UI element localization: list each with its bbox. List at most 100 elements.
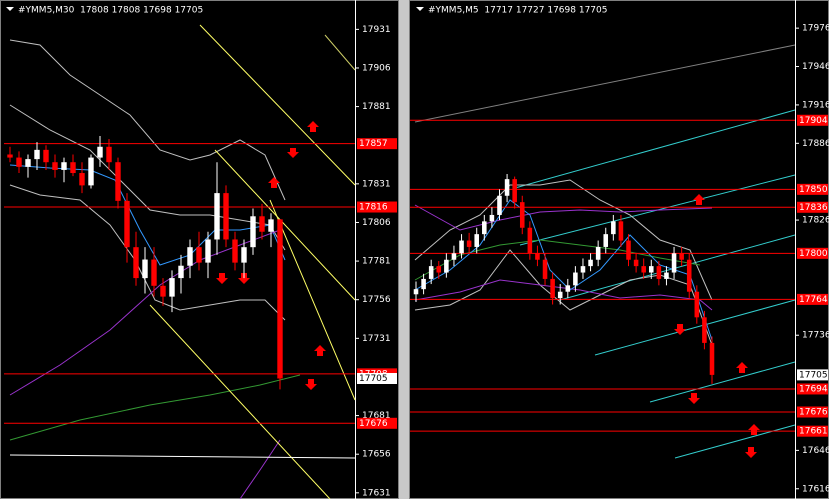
candle-body bbox=[542, 259, 548, 279]
channel-line bbox=[199, 24, 356, 186]
candle-body bbox=[702, 317, 707, 343]
candle-body bbox=[633, 259, 639, 267]
candle-body bbox=[421, 278, 426, 290]
level-label-box bbox=[357, 201, 397, 213]
down-arrow bbox=[688, 393, 700, 404]
channel-line bbox=[514, 109, 796, 189]
bollinger-lower bbox=[9, 184, 286, 321]
signal-arrows bbox=[216, 121, 760, 458]
y-tick-label: 17736 bbox=[802, 331, 829, 341]
y-tick-label: 17646 bbox=[802, 446, 829, 456]
channel-line bbox=[559, 234, 796, 301]
candle-body bbox=[466, 240, 472, 247]
level-label-box bbox=[797, 406, 828, 418]
candle-body bbox=[474, 234, 479, 247]
candle-body bbox=[626, 240, 631, 260]
y-tick-label: 17781 bbox=[362, 257, 391, 267]
level-label: 17661 bbox=[799, 427, 828, 437]
candle-body bbox=[241, 247, 247, 263]
candle-body bbox=[580, 266, 586, 273]
candle-body bbox=[504, 179, 510, 196]
down-arrow bbox=[745, 447, 757, 458]
up-arrow bbox=[748, 424, 760, 435]
y-tick-label: 17946 bbox=[802, 62, 829, 72]
y-tick-label: 17806 bbox=[362, 218, 391, 228]
candle-body bbox=[277, 219, 283, 379]
y-tick-label: 17826 bbox=[802, 216, 829, 226]
channel-line bbox=[324, 34, 356, 71]
splitter bbox=[399, 0, 409, 499]
candle-body bbox=[489, 214, 495, 222]
candle-body bbox=[34, 149, 40, 160]
bollinger-lower bbox=[414, 249, 713, 346]
candle-body bbox=[709, 342, 715, 375]
candle-body bbox=[573, 272, 578, 286]
candle-body bbox=[686, 259, 692, 292]
level-label-box bbox=[797, 183, 828, 195]
candle-body bbox=[250, 216, 256, 248]
up-arrow bbox=[693, 194, 705, 205]
y-tick-label: 17831 bbox=[362, 179, 391, 189]
level-label-box bbox=[797, 383, 828, 395]
candle-body bbox=[259, 216, 265, 232]
candle-body bbox=[187, 247, 193, 266]
candle-body bbox=[151, 259, 157, 286]
candle-body bbox=[88, 157, 94, 186]
y-tick-label: 17731 bbox=[362, 334, 391, 344]
y-tick-label: 17976 bbox=[802, 24, 829, 34]
level-label: 17694 bbox=[799, 384, 828, 394]
level-label: 17816 bbox=[359, 203, 388, 213]
level-label-box bbox=[797, 425, 828, 437]
chart-panel: 17931 17906 17881 17831 17806 17781 17756 17731… bbox=[4, 6, 397, 498]
candle-body bbox=[595, 246, 601, 260]
level-label-box bbox=[797, 201, 828, 213]
candle-body bbox=[557, 291, 563, 299]
candle-body bbox=[671, 253, 677, 273]
level-label: 17904 bbox=[799, 116, 828, 126]
candle-body bbox=[482, 221, 487, 235]
chart-panel: 17976 17946 17916 17886 17826 17736 17646 17616… bbox=[410, 6, 829, 494]
price-label-box bbox=[797, 369, 828, 381]
left-indicators bbox=[9, 24, 356, 499]
candle-body bbox=[160, 285, 166, 297]
candle-body bbox=[196, 247, 202, 263]
lower-band bbox=[239, 439, 281, 499]
candle-body bbox=[178, 265, 184, 279]
volume-baseline bbox=[9, 454, 356, 459]
level-label-box bbox=[357, 138, 397, 150]
candle-body bbox=[656, 266, 662, 279]
candle-body bbox=[25, 159, 31, 167]
y-tick-label: 17886 bbox=[802, 139, 829, 149]
level-label: 17850 bbox=[799, 185, 828, 195]
level-label: 17857 bbox=[359, 139, 388, 149]
candle-body bbox=[43, 149, 49, 163]
candle-body bbox=[679, 253, 684, 260]
candle-body bbox=[133, 247, 139, 279]
level-label: 17676 bbox=[359, 419, 388, 429]
price-label: 17705 bbox=[799, 370, 828, 380]
channel-line bbox=[674, 424, 796, 459]
trend-average bbox=[9, 229, 281, 396]
candle-body bbox=[16, 157, 22, 167]
candle-body bbox=[565, 285, 571, 292]
candle-body bbox=[7, 154, 13, 158]
menu-icon[interactable] bbox=[6, 7, 14, 11]
menu-icon[interactable] bbox=[416, 7, 424, 11]
candle-body bbox=[535, 253, 540, 260]
down-arrow bbox=[287, 148, 299, 158]
candle-body bbox=[451, 253, 457, 260]
level-label: 17764 bbox=[799, 295, 828, 305]
down-arrow bbox=[305, 379, 317, 390]
candle-body bbox=[527, 227, 533, 254]
y-tick-label: 17906 bbox=[362, 63, 391, 73]
candle-body bbox=[70, 162, 76, 174]
candle-body bbox=[169, 278, 175, 297]
candle-body bbox=[97, 146, 103, 158]
bollinger-upper bbox=[414, 179, 713, 301]
candle-body bbox=[694, 291, 700, 318]
y-tick-label: 17756 bbox=[362, 295, 391, 305]
y-tick-label: 17631 bbox=[362, 488, 391, 498]
price-label-box bbox=[357, 372, 397, 384]
candle-body bbox=[459, 240, 464, 254]
